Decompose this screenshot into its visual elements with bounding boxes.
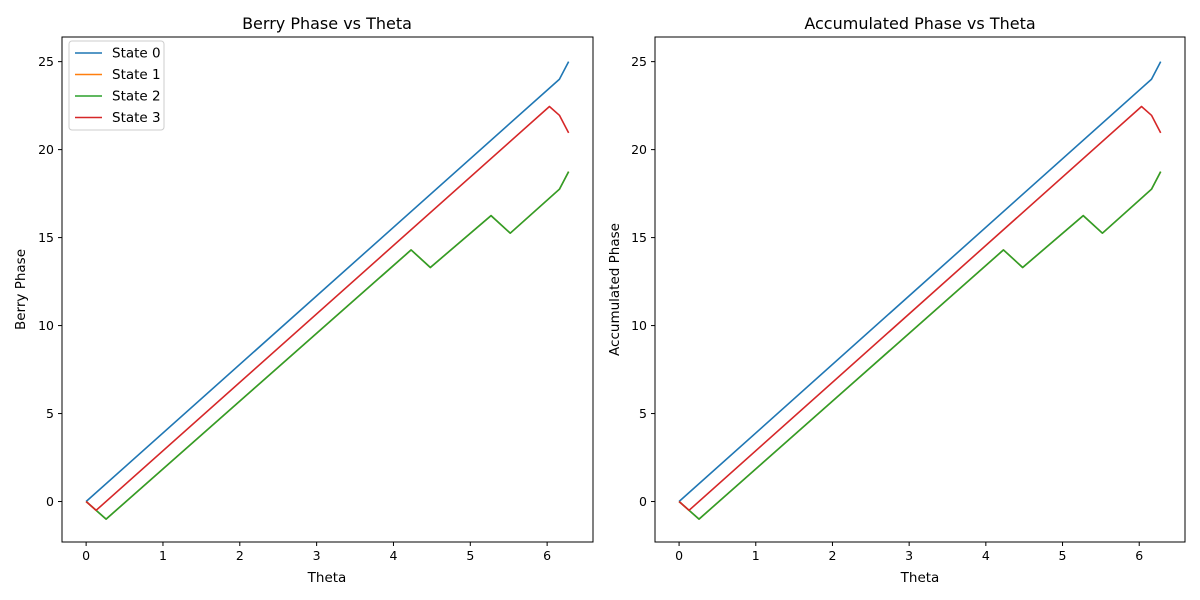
y-tick-label: 5 (639, 406, 647, 421)
y-tick-label: 25 (38, 54, 54, 69)
x-tick-label: 5 (466, 548, 474, 563)
x-tick-label: 1 (752, 548, 760, 563)
x-tick-label: 6 (543, 548, 551, 563)
x-tick-label: 4 (982, 548, 990, 563)
y-tick-label: 20 (38, 142, 54, 157)
y-axis-ticks: 0 5 10 15 20 25 (38, 54, 62, 509)
series-line-0 (85, 61, 570, 503)
y-axis-label: Accumulated Phase (607, 223, 623, 356)
chart-accumulated-phase: Accumulated Phase vs Theta 0 1 2 3 4 5 6 0 5 10 1… (607, 14, 1186, 586)
y-axis-ticks: 0 5 10 15 20 25 (631, 54, 655, 509)
chart-title: Accumulated Phase vs Theta (804, 14, 1035, 33)
legend: State 0 State 1 State 2 State 3 (68, 40, 165, 131)
x-axis-ticks: 0 1 2 3 4 5 6 (82, 542, 551, 563)
plot-area (85, 61, 570, 520)
y-tick-label: 20 (631, 142, 647, 157)
x-axis-ticks: 0 1 2 3 4 5 6 (675, 542, 1143, 563)
x-tick-label: 0 (675, 548, 683, 563)
plot-frame (654, 36, 1186, 543)
y-tick-label: 10 (631, 318, 647, 333)
x-tick-label: 5 (1059, 548, 1067, 563)
y-tick-label: 15 (631, 230, 647, 245)
series-line-3 (678, 105, 1162, 512)
series-line-3 (85, 105, 570, 512)
legend-label: State 1 (112, 67, 161, 83)
plot-frame (61, 36, 594, 543)
legend-label: State 0 (112, 46, 161, 62)
series-line-2 (678, 171, 1162, 520)
x-tick-label: 6 (1135, 548, 1143, 563)
y-axis-label: Berry Phase (13, 249, 29, 330)
legend-label: State 3 (112, 110, 161, 126)
x-tick-label: 3 (905, 548, 913, 563)
y-tick-label: 10 (38, 318, 54, 333)
x-tick-label: 3 (313, 548, 321, 563)
x-axis-label: Theta (900, 570, 940, 586)
y-tick-label: 0 (639, 494, 647, 509)
x-tick-label: 4 (389, 548, 397, 563)
legend-entries: State 0 State 1 State 2 State 3 (75, 46, 161, 126)
x-axis-label: Theta (307, 570, 347, 586)
legend-box (68, 40, 165, 131)
plot-area (678, 61, 1162, 520)
x-tick-label: 0 (82, 548, 90, 563)
y-tick-label: 25 (631, 54, 647, 69)
y-tick-label: 15 (38, 230, 54, 245)
x-tick-label: 2 (236, 548, 244, 563)
y-tick-label: 5 (46, 406, 54, 421)
y-tick-label: 0 (46, 494, 54, 509)
chart-title: Berry Phase vs Theta (242, 14, 412, 33)
legend-label: State 2 (112, 89, 161, 105)
series-line-0 (678, 61, 1162, 503)
x-tick-label: 2 (828, 548, 836, 563)
x-tick-label: 1 (159, 548, 167, 563)
series-line-2 (85, 171, 570, 520)
